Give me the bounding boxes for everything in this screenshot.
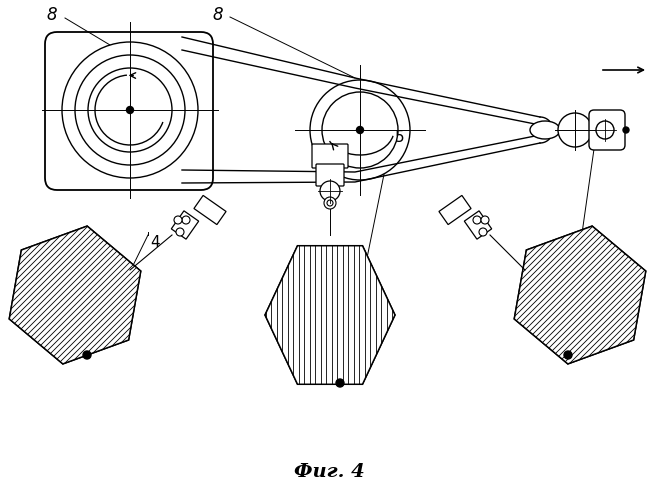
Circle shape (473, 216, 481, 224)
Circle shape (322, 92, 398, 168)
Polygon shape (465, 211, 492, 239)
Polygon shape (514, 226, 646, 364)
Circle shape (320, 181, 340, 201)
Circle shape (481, 216, 489, 224)
Text: 8: 8 (47, 6, 57, 24)
Circle shape (88, 68, 172, 152)
Ellipse shape (530, 121, 560, 139)
Circle shape (75, 55, 185, 165)
Circle shape (176, 228, 184, 236)
Circle shape (596, 121, 614, 139)
Circle shape (310, 80, 410, 180)
Polygon shape (265, 246, 395, 384)
Text: 5: 5 (395, 130, 405, 145)
Polygon shape (9, 226, 141, 364)
Polygon shape (439, 196, 471, 224)
FancyBboxPatch shape (312, 144, 348, 168)
FancyBboxPatch shape (589, 110, 625, 150)
Circle shape (127, 106, 134, 114)
FancyBboxPatch shape (45, 32, 213, 190)
Circle shape (564, 351, 572, 359)
Polygon shape (171, 211, 198, 239)
Circle shape (324, 197, 336, 209)
Text: 6: 6 (598, 135, 608, 150)
Circle shape (336, 379, 344, 387)
Circle shape (83, 351, 91, 359)
Circle shape (62, 42, 198, 178)
Circle shape (174, 216, 182, 224)
Circle shape (327, 200, 333, 206)
Circle shape (623, 127, 629, 133)
Text: 4: 4 (150, 235, 159, 250)
Polygon shape (194, 196, 226, 224)
Circle shape (479, 228, 487, 236)
Text: Фиг. 4: Фиг. 4 (294, 463, 364, 481)
Circle shape (182, 216, 190, 224)
Circle shape (357, 126, 364, 134)
FancyBboxPatch shape (316, 164, 344, 186)
Circle shape (558, 113, 592, 147)
Text: 8: 8 (213, 6, 223, 24)
